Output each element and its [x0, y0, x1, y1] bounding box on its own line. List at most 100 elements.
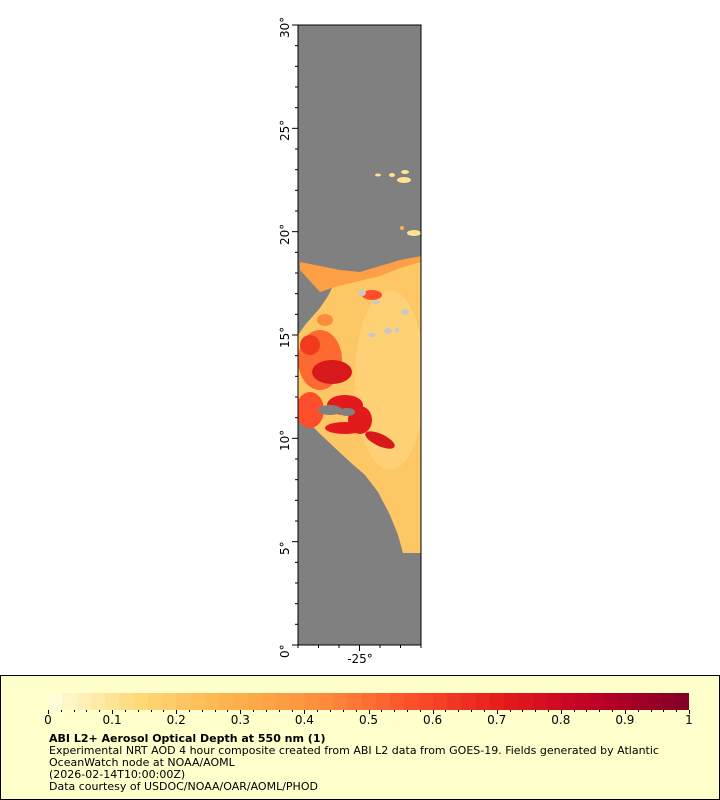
colorbar-tick: [394, 710, 396, 712]
colorbar-cell: [504, 693, 519, 710]
colorbar: [48, 693, 690, 710]
colorbar-tick: [419, 710, 421, 712]
missing-data: [368, 333, 376, 337]
colorbar-cell: [418, 693, 433, 710]
colorbar-tick: [253, 710, 255, 712]
colorbar-tick-label: 0.3: [230, 713, 250, 727]
missing-data: [358, 290, 366, 296]
colorbar-tick: [368, 710, 370, 714]
aod-patch: [375, 173, 381, 177]
colorbar-tick: [227, 710, 229, 712]
colorbar-tick: [304, 710, 306, 714]
missing-data: [318, 405, 342, 415]
legend-description-cont: OceanWatch node at NOAA/AOML: [49, 756, 235, 769]
colorbar-cell: [447, 693, 462, 710]
colorbar-cell: [261, 693, 276, 710]
aod-patch: [389, 173, 395, 177]
colorbar-cell: [675, 693, 690, 710]
colorbar-cell: [432, 693, 447, 710]
colorbar-tick: [60, 710, 62, 712]
colorbar-tick: [663, 710, 665, 712]
colorbar-cell: [162, 693, 177, 710]
aod-patch: [397, 177, 411, 183]
colorbar-tick: [406, 710, 408, 712]
missing-data: [401, 309, 409, 315]
aod-patch: [400, 226, 404, 230]
colorbar-tick: [381, 710, 383, 712]
colorbar-tick: [522, 710, 524, 712]
aod-patch: [401, 170, 409, 174]
colorbar-tick: [342, 710, 344, 712]
colorbar-cell: [489, 693, 504, 710]
y-tick-label: 15°: [278, 326, 292, 348]
colorbar-cell: [475, 693, 490, 710]
colorbar-cell: [333, 693, 348, 710]
colorbar-tick-label: 0: [44, 713, 52, 727]
colorbar-cell: [347, 693, 362, 710]
aod-patch: [407, 230, 421, 236]
colorbar-cell: [90, 693, 105, 710]
colorbar-tick-label: 0.1: [102, 713, 122, 727]
colorbar-tick: [112, 710, 114, 714]
colorbar-tick-label: 0.8: [551, 713, 571, 727]
aod-plume: [300, 335, 320, 355]
colorbar-tick: [189, 710, 191, 712]
colorbar-tick: [676, 710, 678, 712]
colorbar-tick-label: 0.2: [166, 713, 186, 727]
colorbar-cell: [632, 693, 647, 710]
colorbar-tick: [163, 710, 165, 712]
aod-northern-strip: [300, 256, 421, 292]
colorbar-tick-label: 0.5: [358, 713, 379, 727]
colorbar-tick-label: 0.9: [615, 713, 635, 727]
colorbar-cell: [290, 693, 305, 710]
colorbar-tick: [330, 710, 332, 712]
colorbar-tick: [240, 710, 242, 714]
colorbar-tick: [509, 710, 511, 712]
colorbar-cell: [119, 693, 134, 710]
colorbar-cell: [575, 693, 590, 710]
missing-data: [384, 328, 392, 334]
colorbar-cell: [276, 693, 291, 710]
x-axis-ticks: [297, 645, 422, 651]
colorbar-tick: [265, 710, 267, 712]
colorbar-tick: [291, 710, 293, 712]
colorbar-cell: [589, 693, 604, 710]
colorbar-cell: [76, 693, 91, 710]
colorbar-cell: [133, 693, 148, 710]
colorbar-cell: [561, 693, 576, 710]
missing-data: [395, 327, 399, 333]
colorbar-cell: [219, 693, 234, 710]
colorbar-cell: [304, 693, 319, 710]
colorbar-tick: [317, 710, 319, 712]
colorbar-tick: [124, 710, 126, 712]
colorbar-cell: [48, 693, 63, 710]
colorbar-tick-label: 0.7: [487, 713, 507, 727]
colorbar-tick: [599, 710, 601, 712]
y-tick-label: 20°: [278, 223, 292, 245]
colorbar-cell: [646, 693, 661, 710]
colorbar-cell: [390, 693, 405, 710]
colorbar-tick: [201, 710, 203, 712]
colorbar-cell: [105, 693, 120, 710]
colorbar-tick: [483, 710, 485, 712]
colorbar-tick: [278, 710, 280, 712]
colorbar-tick: [73, 710, 75, 712]
colorbar-cell: [618, 693, 633, 710]
colorbar-cell: [532, 693, 547, 710]
colorbar-tick: [99, 710, 101, 712]
colorbar-cell: [62, 693, 77, 710]
aod-plume: [362, 290, 382, 300]
y-tick-label: 10°: [278, 430, 292, 452]
colorbar-tick: [176, 710, 178, 714]
colorbar-tick: [432, 710, 434, 714]
y-tick-label: 5°: [278, 541, 292, 555]
colorbar-cell: [176, 693, 191, 710]
colorbar-tick: [86, 710, 88, 712]
colorbar-cell: [518, 693, 533, 710]
colorbar-cell: [190, 693, 205, 710]
colorbar-tick: [355, 710, 357, 712]
colorbar-tick: [586, 710, 588, 712]
colorbar-tick: [471, 710, 473, 712]
colorbar-tick-label: 0.4: [294, 713, 314, 727]
colorbar-tick: [48, 710, 49, 714]
